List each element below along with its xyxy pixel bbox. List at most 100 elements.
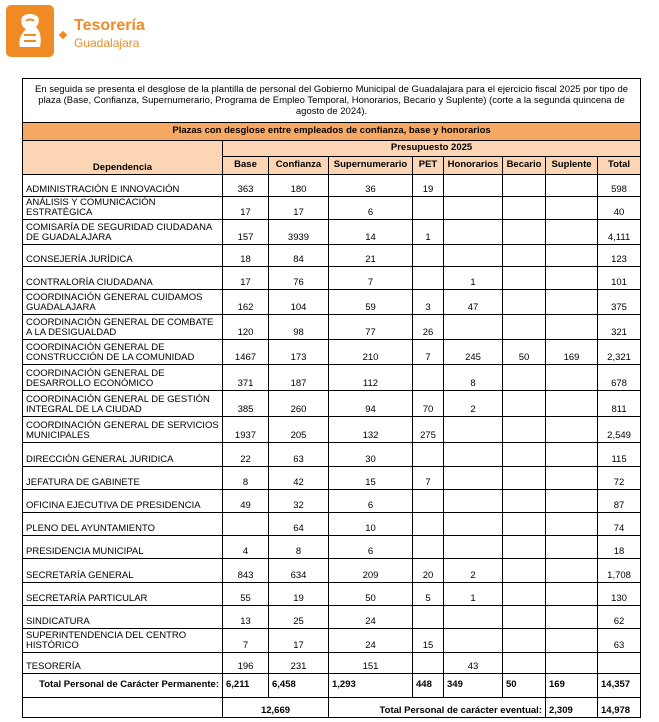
cell-value: 151 (328, 652, 413, 674)
cell-value: 8 (268, 535, 329, 559)
cell-value: 59 (328, 289, 413, 315)
cell-value: 7 (412, 466, 444, 490)
cell-value: 180 (268, 174, 329, 197)
cell-value (443, 535, 503, 559)
cell-value (502, 558, 546, 583)
cell-value: 7 (412, 339, 444, 365)
total-value: 14,978 (596, 697, 642, 718)
cell-value (545, 364, 598, 391)
cell-value: 843 (222, 558, 269, 583)
cell-value (545, 582, 598, 606)
table-row: SINDICATURA 13 25 24 62 (22, 605, 642, 629)
table-row: PRESIDENCIA MUNICIPAL 4 8 6 18 (22, 535, 642, 559)
group-header: Presupuesto 2025 (221, 140, 642, 157)
cell-value (502, 442, 546, 467)
table-row: COORDINACIÓN GENERAL DE CONSTRUCCIÓN DE … (22, 339, 642, 365)
cell-value (443, 244, 503, 267)
cell-value (412, 442, 444, 467)
cell-value: 120 (222, 314, 269, 340)
total-value: 14,357 (596, 673, 642, 698)
logo (6, 5, 54, 57)
cell-value: 3939 (268, 219, 329, 245)
cell-value (443, 174, 503, 197)
cell-value: 18 (596, 535, 642, 559)
cell-value: 3 (412, 289, 444, 315)
department: OFICINA EJECUTIVA DE PRESIDENCIA (22, 489, 223, 513)
table-row: TESORERÍA 196 231 151 43 (22, 652, 642, 674)
cell-value (545, 416, 598, 443)
cell-value (545, 652, 598, 674)
cell-value (545, 244, 598, 267)
table-row: CONTRALORÍA CIUDADANA 17 76 7 1 101 (22, 266, 642, 290)
cell-value (502, 390, 546, 417)
brand-city: Guadalajara (74, 36, 140, 50)
cell-value (502, 196, 546, 220)
cell-value (502, 219, 546, 245)
cell-value (545, 314, 598, 340)
cell-value (545, 605, 598, 629)
cell-value: 2 (443, 558, 503, 583)
total-value: 169 (545, 673, 598, 698)
cell-value: 2,321 (596, 339, 642, 365)
column-header: Supernumerario (328, 156, 413, 175)
cell-value (443, 219, 503, 245)
cell-value: 169 (545, 339, 598, 365)
cell-value: 77 (328, 314, 413, 340)
department: COORDINACIÓN GENERAL DE COMBATE A LA DES… (22, 314, 223, 340)
cell-value: 205 (268, 416, 329, 443)
cell-value: 30 (328, 442, 413, 467)
cell-value: 32 (268, 489, 329, 513)
total-value: 448 (412, 673, 444, 698)
cell-value: 63 (596, 628, 642, 653)
table-row: DIRECCIÓN GENERAL JURIDICA 22 63 30 115 (22, 442, 642, 467)
total-value: 1,293 (328, 673, 413, 698)
cell-value: 19 (412, 174, 444, 197)
cell-value: 13 (222, 605, 269, 629)
cell-value: 62 (596, 605, 642, 629)
department: COORDINACIÓN GENERAL DE GESTIÓN INTEGRAL… (22, 390, 223, 417)
cell-value: 8 (222, 466, 269, 490)
department: COORDINACIÓN GENERAL CUIDAMOS GUADALAJAR… (22, 289, 223, 315)
table-row: OFICINA EJECUTIVA DE PRESIDENCIA 49 32 6 87 (22, 489, 642, 513)
cell-value: 209 (328, 558, 413, 583)
cell-value (412, 535, 444, 559)
cell-value (412, 266, 444, 290)
intro-text: En seguida se presenta el desglose de la… (21, 78, 642, 123)
cell-value: 26 (412, 314, 444, 340)
cell-value: 210 (328, 339, 413, 365)
cell-value (502, 466, 546, 490)
cell-value: 87 (596, 489, 642, 513)
cell-value: 36 (328, 174, 413, 197)
cell-value (545, 535, 598, 559)
cell-value (502, 416, 546, 443)
cell-value (545, 489, 598, 513)
department: CONTRALORÍA CIUDADANA (22, 266, 223, 290)
cell-value: 130 (596, 582, 642, 606)
table-row: SECRETARÍA PARTICULAR 55 19 50 5 1 130 (22, 582, 642, 606)
cell-value (502, 266, 546, 290)
table-title: Plazas con desglose entre empleados de c… (21, 122, 642, 141)
cell-value: 22 (222, 442, 269, 467)
cell-value: 17 (222, 196, 269, 220)
table-row: Plazas con desglose entre empleados de c… (21, 122, 642, 141)
cell-value (443, 628, 503, 653)
cell-value (502, 582, 546, 606)
cell-value (545, 196, 598, 220)
cell-value: 123 (596, 244, 642, 267)
cell-value: 385 (222, 390, 269, 417)
table-row: SUPERINTENDENCIA DEL CENTRO HISTÓRICO 7 17… (22, 628, 642, 653)
cell-value: 104 (268, 289, 329, 315)
cell-value (545, 219, 598, 245)
cell-value (545, 174, 598, 197)
table-row: 12,669 Total Personal de carácter eventua… (22, 697, 642, 718)
cell-value: 94 (328, 390, 413, 417)
cell-value: 24 (328, 605, 413, 629)
column-header: Honorarios (443, 156, 503, 175)
cell-value (502, 174, 546, 197)
cell-value (502, 244, 546, 267)
cell-value (545, 442, 598, 467)
cell-value: 811 (596, 390, 642, 417)
cell-value (412, 244, 444, 267)
cell-value: 2 (443, 390, 503, 417)
department: COORDINACIÓN GENERAL DE DESARROLLO ECONÓ… (22, 364, 223, 391)
